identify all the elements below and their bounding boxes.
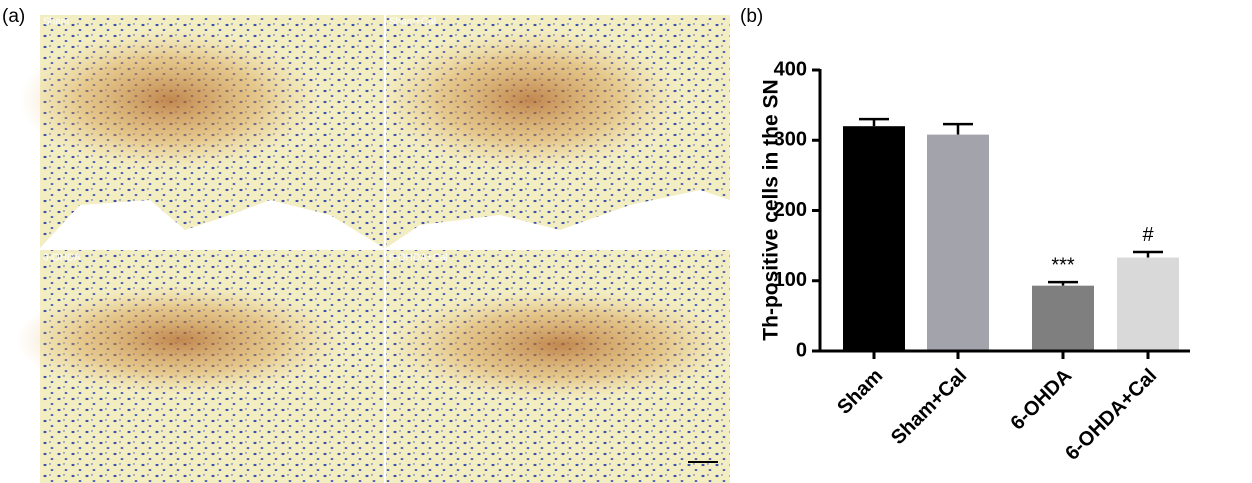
tissue-gap <box>386 190 730 248</box>
tissue-gap <box>40 200 384 248</box>
x-tick-label: 6-OHDA+Cal <box>1061 365 1161 465</box>
y-tick-label: 200 <box>774 199 807 221</box>
micrograph-label: 6-OHDA+Cal <box>389 253 448 264</box>
stain <box>15 285 345 395</box>
panel-label: (a) <box>2 6 25 27</box>
micrograph-label: Sham <box>43 17 69 28</box>
bar <box>843 126 905 351</box>
bar-label: # <box>1142 224 1154 246</box>
bar-label: *** <box>1051 254 1075 276</box>
bar <box>1032 285 1094 351</box>
stain <box>385 290 735 400</box>
stain <box>20 30 320 170</box>
micrograph-grid: Sham Sham+Cal 6-OHDA 6-OHDA+Cal <box>15 15 735 483</box>
bar <box>927 134 989 351</box>
x-tick-label: 6-OHDA <box>1006 365 1076 435</box>
stain <box>380 30 680 170</box>
x-tick-label: Sham+Cal <box>887 365 971 449</box>
y-tick-label: 400 <box>774 58 807 80</box>
bar <box>1117 257 1179 351</box>
panel-label: (b) <box>740 6 763 27</box>
y-axis-title: Th-positive cells in the SN <box>760 79 783 340</box>
y-tick-label: 0 <box>796 339 807 361</box>
micrograph-label: Sham+Cal <box>389 17 436 28</box>
y-tick-label: 300 <box>774 129 807 151</box>
micrograph-label: 6-OHDA <box>43 253 81 264</box>
y-tick-label: 100 <box>774 269 807 291</box>
x-tick-label: Sham <box>833 365 887 419</box>
